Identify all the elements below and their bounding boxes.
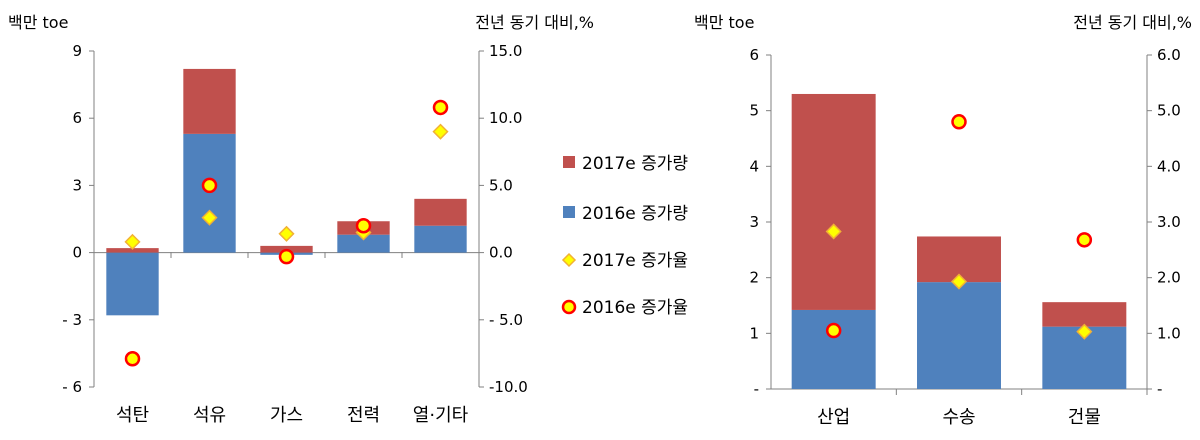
left-2016-rate-marker xyxy=(201,177,218,194)
right-category-label: 수송 xyxy=(942,407,975,428)
left-2017-rate-marker xyxy=(201,209,218,226)
left-right-tick-label: - 5.0 xyxy=(489,311,523,329)
left-chart: 백만 toe 전년 동기 대비,% - 6 - 3 0 3 6 9 -10.0 - 5.0 0.… xyxy=(8,13,594,426)
left-2017-increase-bar xyxy=(414,198,467,226)
right-2017-rate-marker xyxy=(825,223,842,240)
left-2016-increase-bar xyxy=(183,133,236,253)
right-right-tick-label: 2.0 xyxy=(1157,269,1181,287)
left-right-tick-label: 15.0 xyxy=(489,42,522,60)
left-right-tick-label: 0.0 xyxy=(489,244,513,262)
left-category-label: 석유 xyxy=(193,405,226,426)
left-2016-rate-marker xyxy=(432,99,449,116)
left-2016-rate-marker xyxy=(278,248,295,265)
right-2017-rate-marker xyxy=(950,273,968,290)
left-2016-increase-bar xyxy=(106,252,159,316)
left-left-tick-label: 3 xyxy=(72,176,82,194)
right-right-tick-label: 6.0 xyxy=(1157,46,1181,64)
legend-entry-label: 2016e 증가율 xyxy=(582,298,688,318)
left-2016-rate-marker xyxy=(124,351,141,367)
left-chart-left-axis-label: 백만 toe xyxy=(8,13,68,32)
left-2017-increase-bar xyxy=(183,68,236,134)
right-right-tick-label: 3.0 xyxy=(1157,213,1181,231)
right-right-tick-label: 1.0 xyxy=(1157,324,1181,342)
right-chart-right-axis-label: 전년 동기 대비,% xyxy=(1073,13,1192,32)
legend-entry-label: 2017e 증가량 xyxy=(582,154,688,174)
legend: 2017e 증가량 2016e 증가량 2017e 증가율 2016e 증가율 xyxy=(561,154,688,318)
left-category-label: 전력 xyxy=(347,405,380,426)
right-left-tick-label: - xyxy=(754,380,759,398)
left-left-tick-label: 6 xyxy=(72,109,82,127)
right-right-tick-label: 4.0 xyxy=(1157,157,1181,175)
right-left-tick-label: 2 xyxy=(749,269,759,287)
right-left-tick-label: 3 xyxy=(749,213,759,231)
left-left-tick-label: 9 xyxy=(72,42,82,60)
right-left-tick-label: 1 xyxy=(749,324,759,342)
right-chart: 백만 toe 전년 동기 대비,% - 1 2 3 4 5 6 - 1.0 2.0 3.0 4.0 5.… xyxy=(694,13,1192,428)
legend-diamond-marker xyxy=(561,252,577,268)
right-right-tick-label: 5.0 xyxy=(1157,102,1181,120)
left-right-tick-label: 5.0 xyxy=(489,176,513,194)
legend-entry-label: 2016e 증가량 xyxy=(582,204,688,224)
right-2016-rate-marker xyxy=(1076,232,1093,248)
right-2017-increase-bar xyxy=(791,93,876,310)
right-right-tick-label: - xyxy=(1157,380,1162,398)
legend-entry-label: 2017e 증가율 xyxy=(582,251,688,271)
right-2016-rate-marker xyxy=(951,114,967,130)
left-2017-rate-marker xyxy=(278,225,295,242)
left-category-label: 석탄 xyxy=(116,405,149,426)
right-category-label: 건물 xyxy=(1068,407,1101,428)
left-2017-increase-bar xyxy=(106,248,159,253)
right-left-tick-label: 4 xyxy=(749,157,759,175)
right-category-label: 산업 xyxy=(817,407,850,428)
left-category-label: 가스 xyxy=(270,405,303,426)
left-2017-rate-marker xyxy=(432,123,449,140)
legend-swatch xyxy=(563,156,575,168)
left-left-tick-label: - 3 xyxy=(62,311,82,329)
left-2017-rate-marker xyxy=(124,233,141,250)
legend-circle-marker xyxy=(561,299,577,315)
left-category-label: 열·기타 xyxy=(413,405,469,426)
left-2016-increase-bar xyxy=(337,234,390,253)
left-left-tick-label: 0 xyxy=(72,244,82,262)
right-2017-increase-bar xyxy=(1042,302,1127,327)
left-left-tick-label: - 6 xyxy=(62,378,82,396)
right-left-tick-label: 6 xyxy=(749,46,759,64)
right-2017-rate-marker xyxy=(1076,323,1093,340)
right-2016-increase-bar xyxy=(917,282,1001,389)
right-2016-increase-bar xyxy=(791,309,876,389)
legend-swatch xyxy=(563,206,575,218)
right-2016-rate-marker xyxy=(825,322,842,339)
left-2016-rate-marker xyxy=(355,217,372,234)
right-chart-left-axis-label: 백만 toe xyxy=(694,13,754,32)
left-right-tick-label: 10.0 xyxy=(489,109,522,127)
left-2016-increase-bar xyxy=(414,225,467,253)
left-right-tick-label: -10.0 xyxy=(489,378,528,396)
left-chart-right-axis-label: 전년 동기 대비,% xyxy=(475,13,594,32)
right-left-tick-label: 5 xyxy=(749,102,759,120)
